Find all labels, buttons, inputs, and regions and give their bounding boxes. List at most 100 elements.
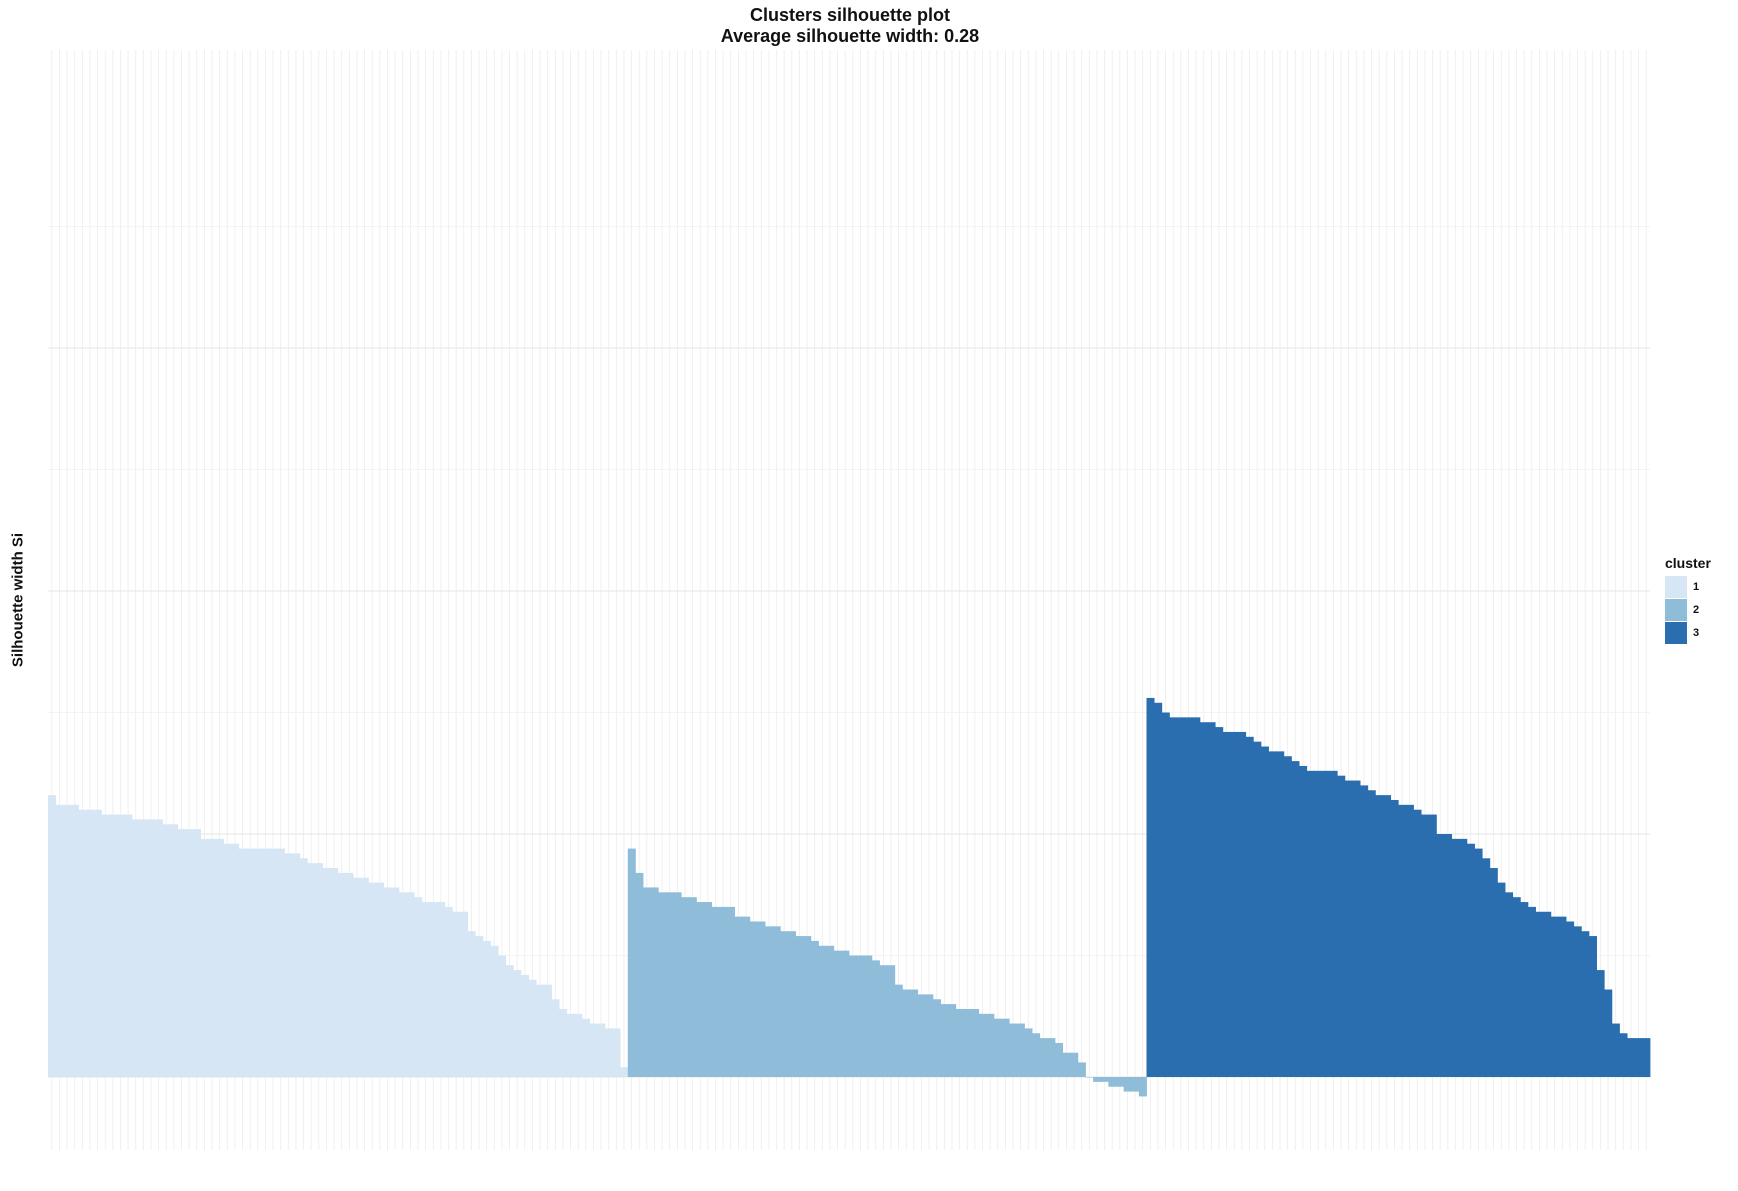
bar-cluster-3 xyxy=(1337,775,1346,1077)
bar-cluster-3 xyxy=(1321,770,1330,1077)
bar-cluster-2 xyxy=(787,931,796,1077)
bar-cluster-2 xyxy=(1131,1077,1140,1092)
bar-cluster-3 xyxy=(1207,722,1216,1077)
bar-cluster-2 xyxy=(940,1004,949,1077)
bar-cluster-2 xyxy=(803,936,812,1077)
bar-cluster-2 xyxy=(971,1008,980,1077)
bar-cluster-1 xyxy=(63,804,72,1077)
bar-cluster-3 xyxy=(1436,834,1445,1077)
bar-cluster-1 xyxy=(208,838,217,1077)
bar-cluster-3 xyxy=(1344,780,1353,1077)
bar-cluster-1 xyxy=(231,843,240,1077)
bar-cluster-1 xyxy=(589,1023,598,1077)
bar-cluster-3 xyxy=(1283,756,1292,1077)
bar-cluster-3 xyxy=(1215,727,1224,1077)
bar-cluster-3 xyxy=(1627,1038,1636,1077)
bar-cluster-1 xyxy=(299,858,308,1077)
bar-cluster-2 xyxy=(849,955,858,1077)
bar-cluster-2 xyxy=(1009,1023,1018,1077)
bar-cluster-2 xyxy=(1123,1077,1132,1092)
bar-cluster-2 xyxy=(818,945,827,1077)
bar-cluster-3 xyxy=(1360,785,1369,1077)
bar-cluster-1 xyxy=(391,887,400,1077)
bar-cluster-2 xyxy=(948,1004,957,1077)
bar-cluster-2 xyxy=(1039,1038,1048,1077)
bar-cluster-3 xyxy=(1604,989,1613,1077)
bar-cluster-3 xyxy=(1573,926,1582,1077)
legend-label-3: 3 xyxy=(1693,626,1700,639)
bar-cluster-1 xyxy=(360,877,369,1077)
bar-cluster-3 xyxy=(1245,736,1254,1077)
bar-cluster-1 xyxy=(536,984,545,1077)
bar-cluster-2 xyxy=(681,897,690,1077)
bar-cluster-3 xyxy=(1596,970,1605,1077)
bar-cluster-3 xyxy=(1505,892,1514,1077)
bar-cluster-1 xyxy=(215,838,224,1077)
bar-cluster-1 xyxy=(421,902,430,1077)
bar-cluster-2 xyxy=(1093,1077,1102,1082)
bar-cluster-2 xyxy=(1100,1077,1109,1082)
bar-cluster-2 xyxy=(704,902,713,1077)
legend-item-3: 3 xyxy=(1665,621,1711,644)
bar-cluster-3 xyxy=(1314,770,1323,1077)
bar-cluster-2 xyxy=(841,950,850,1077)
bar-cluster-2 xyxy=(1070,1052,1079,1077)
bar-cluster-2 xyxy=(658,892,667,1077)
bar-cluster-3 xyxy=(1222,731,1231,1077)
bar-cluster-3 xyxy=(1588,936,1597,1077)
bar-cluster-1 xyxy=(467,931,476,1077)
vertical-gridlines xyxy=(51,50,1647,1150)
bar-cluster-2 xyxy=(635,872,644,1077)
bar-cluster-2 xyxy=(1138,1077,1147,1097)
bar-cluster-2 xyxy=(742,916,751,1077)
bar-cluster-1 xyxy=(353,877,362,1077)
bar-cluster-3 xyxy=(1619,1033,1628,1077)
legend-item-1: 1 xyxy=(1665,575,1711,598)
bar-cluster-3 xyxy=(1482,858,1491,1077)
bar-cluster-1 xyxy=(559,1008,568,1077)
bar-cluster-1 xyxy=(597,1023,606,1077)
bar-cluster-2 xyxy=(1108,1077,1117,1087)
bar-cluster-1 xyxy=(612,1028,621,1077)
bar-cluster-1 xyxy=(398,892,407,1077)
bar-cluster-2 xyxy=(696,902,705,1077)
bar-cluster-1 xyxy=(315,863,324,1077)
bar-cluster-2 xyxy=(963,1008,972,1077)
bar-cluster-3 xyxy=(1543,911,1552,1077)
bar-cluster-2 xyxy=(856,955,865,1077)
bar-cluster-1 xyxy=(292,853,301,1077)
bar-cluster-2 xyxy=(711,906,720,1077)
bar-cluster-1 xyxy=(444,906,453,1077)
bar-cluster-3 xyxy=(1154,702,1163,1077)
bar-cluster-1 xyxy=(520,974,529,1077)
bar-cluster-3 xyxy=(1512,897,1521,1077)
bar-cluster-2 xyxy=(894,984,903,1077)
bar-cluster-3 xyxy=(1299,765,1308,1077)
bar-cluster-3 xyxy=(1146,697,1155,1077)
bar-cluster-1 xyxy=(261,848,270,1077)
bar-cluster-2 xyxy=(810,940,819,1077)
bar-cluster-2 xyxy=(902,989,911,1077)
bar-cluster-1 xyxy=(101,814,110,1077)
bar-cluster-2 xyxy=(917,994,926,1077)
bar-cluster-2 xyxy=(1085,1077,1094,1078)
bar-cluster-1 xyxy=(170,824,179,1077)
bar-cluster-1 xyxy=(566,1013,575,1077)
bar-cluster-1 xyxy=(368,882,377,1077)
bar-cluster-1 xyxy=(109,814,118,1077)
bar-cluster-1 xyxy=(276,848,285,1077)
bar-cluster-3 xyxy=(1558,916,1567,1077)
bar-cluster-3 xyxy=(1306,770,1315,1077)
bar-cluster-1 xyxy=(200,838,209,1077)
bar-cluster-3 xyxy=(1466,843,1475,1077)
bar-cluster-1 xyxy=(513,970,522,1077)
bar-cluster-2 xyxy=(978,1013,987,1077)
bar-cluster-2 xyxy=(1016,1023,1025,1077)
bar-cluster-1 xyxy=(162,824,171,1077)
bar-cluster-1 xyxy=(147,819,156,1077)
bar-cluster-3 xyxy=(1276,751,1285,1077)
bar-cluster-2 xyxy=(749,921,758,1077)
bar-cluster-2 xyxy=(757,921,766,1077)
bar-cluster-2 xyxy=(765,926,774,1077)
legend-swatch-3 xyxy=(1665,621,1687,644)
